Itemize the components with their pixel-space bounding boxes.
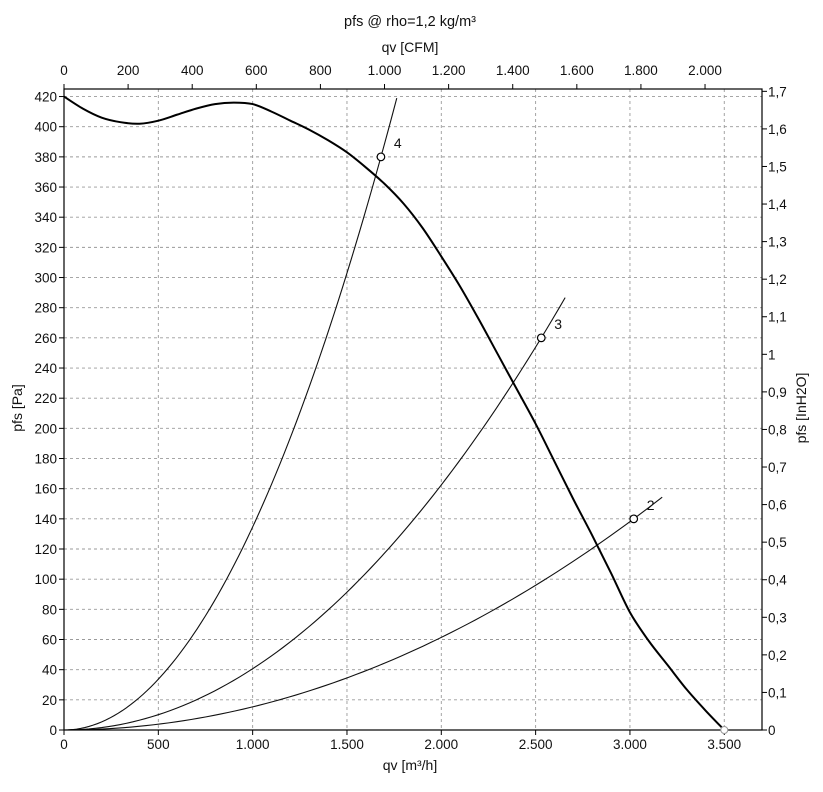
- y-tick-label: 180: [34, 452, 57, 467]
- system-curve-line: [63, 496, 663, 731]
- y2-tick-label: 0,9: [768, 385, 787, 400]
- y2-tick-label: 1,6: [768, 122, 787, 137]
- x-tick-label: 1.500: [330, 737, 364, 752]
- bottom-axis-title: qv [m³/h]: [383, 757, 437, 773]
- operating-point-marker: [376, 152, 386, 162]
- y-tick-label: 360: [34, 180, 57, 195]
- x-tick-label: 2.500: [519, 737, 553, 752]
- grid-lines: [64, 89, 762, 730]
- y-tick-label: 40: [42, 663, 57, 678]
- axis-ticks: 0 500 1.000 1.500 2.000 2.500 3.000 3.500020406…: [34, 63, 787, 752]
- y2-tick-label: 1,4: [768, 197, 787, 212]
- y2-tick-label: 1: [768, 347, 776, 362]
- x2-tick-label: 600: [245, 63, 268, 78]
- y-tick-label: 0: [49, 723, 57, 738]
- y-tick-label: 400: [34, 120, 57, 135]
- chart-title: pfs @ rho=1,2 kg/m³: [344, 14, 476, 30]
- operating-point-label: 2: [647, 497, 655, 513]
- y-tick-label: 80: [42, 602, 57, 617]
- y2-tick-label: 1,2: [768, 272, 787, 287]
- x2-tick-label: 1.600: [560, 63, 594, 78]
- y-tick-label: 60: [42, 633, 57, 648]
- y-tick-label: 300: [34, 271, 57, 286]
- y2-tick-label: 0,5: [768, 535, 787, 550]
- y-tick-label: 200: [34, 421, 57, 436]
- x2-tick-label: 0: [60, 63, 68, 78]
- x2-tick-label: 1.400: [496, 63, 530, 78]
- y-tick-label: 380: [34, 150, 57, 165]
- y2-tick-label: 0,2: [768, 648, 787, 663]
- y-tick-label: 240: [34, 361, 57, 376]
- y2-tick-label: 0,8: [768, 422, 787, 437]
- y-tick-label: 160: [34, 482, 57, 497]
- x-tick-label: 3.000: [613, 737, 647, 752]
- system-curve-line: [63, 297, 566, 731]
- operating-point-label: 3: [554, 316, 562, 332]
- x-tick-label: 0: [60, 737, 68, 752]
- right-axis-title: pfs [InH2O]: [793, 373, 809, 444]
- operating-point-marker: [536, 333, 546, 343]
- x-tick-label: 2.000: [424, 737, 458, 752]
- y-tick-label: 260: [34, 331, 57, 346]
- y2-tick-label: 0,7: [768, 460, 787, 475]
- plot-frame: [63, 88, 763, 731]
- curves: [63, 95, 725, 731]
- y-tick-label: 140: [34, 512, 57, 527]
- x-tick-label: 1.000: [236, 737, 270, 752]
- operating-point-label: 4: [394, 135, 402, 151]
- y-tick-label: 340: [34, 210, 57, 225]
- y2-tick-label: 0,4: [768, 573, 787, 588]
- y-tick-label: 420: [34, 90, 57, 105]
- y2-tick-label: 0,3: [768, 610, 787, 625]
- top-axis-title: qv [CFM]: [382, 39, 439, 55]
- y2-tick-label: 0: [768, 723, 776, 738]
- x2-tick-label: 2.000: [688, 63, 722, 78]
- y-tick-label: 320: [34, 240, 57, 255]
- y-tick-label: 280: [34, 301, 57, 316]
- system-curve-line: [63, 97, 398, 731]
- y2-tick-label: 0,1: [768, 685, 787, 700]
- x2-tick-label: 200: [117, 63, 140, 78]
- x2-tick-label: 400: [181, 63, 204, 78]
- operating-point-marker: [629, 514, 639, 524]
- y2-tick-label: 1,1: [768, 310, 787, 325]
- x2-tick-label: 800: [309, 63, 332, 78]
- curve-end-marker: [720, 726, 729, 734]
- y2-tick-label: 1,7: [768, 84, 787, 99]
- y-tick-label: 20: [42, 693, 57, 708]
- y-tick-label: 120: [34, 542, 57, 557]
- y2-tick-label: 0,6: [768, 498, 787, 513]
- x-tick-label: 500: [147, 737, 170, 752]
- left-axis-title: pfs [Pa]: [9, 384, 25, 431]
- y-tick-label: 100: [34, 572, 57, 587]
- fan-curve-line: [63, 95, 725, 731]
- y2-tick-label: 1,3: [768, 235, 787, 250]
- x2-tick-label: 1.200: [432, 63, 466, 78]
- y-tick-label: 220: [34, 391, 57, 406]
- operating-points: 2 3 4: [376, 135, 729, 734]
- x-tick-label: 3.500: [707, 737, 741, 752]
- x2-tick-label: 1.800: [624, 63, 658, 78]
- y2-tick-label: 1,5: [768, 159, 787, 174]
- x2-tick-label: 1.000: [368, 63, 402, 78]
